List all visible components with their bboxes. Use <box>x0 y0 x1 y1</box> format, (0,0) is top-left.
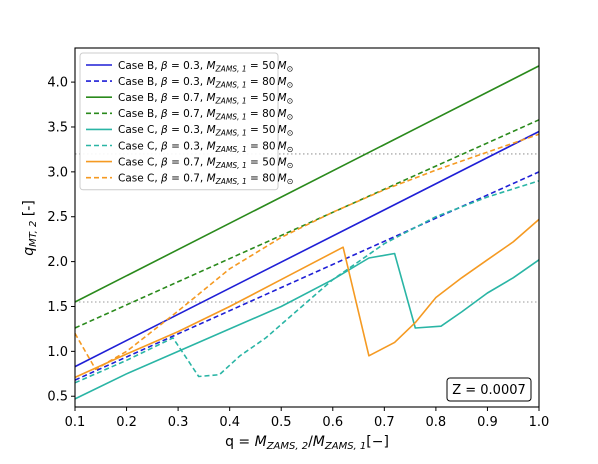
series-line-4 <box>74 119 540 329</box>
y-tick-label: 2.5 <box>47 210 68 225</box>
y-tick-label: 3.5 <box>47 120 68 135</box>
legend-label-8: Case C, β = 0.7, MZAMS, 1 = 80 M⊙ <box>118 173 293 187</box>
series-line-6 <box>74 180 540 384</box>
legend-label-5: Case C, β = 0.3, MZAMS, 1 = 50 M⊙ <box>118 124 293 138</box>
y-tick-label: 0.5 <box>47 390 68 405</box>
series-line-1 <box>74 130 540 368</box>
x-tick-label: 0.4 <box>219 415 240 430</box>
x-tick-label: 0.2 <box>116 415 137 430</box>
legend-frame <box>79 52 279 191</box>
legend-label-2: Case B, β = 0.3, MZAMS, 1 = 80 M⊙ <box>118 76 293 90</box>
y-tick-label: 2.0 <box>47 255 68 270</box>
y-tick-label: 1.5 <box>47 300 68 315</box>
metallicity-annotation-box: Z = 0.0007 <box>446 377 532 402</box>
x-tick-label: 0.7 <box>374 415 395 430</box>
x-tick-label: 1.0 <box>529 415 550 430</box>
series-line-2 <box>74 171 540 381</box>
series-lines <box>74 65 540 400</box>
x-axis-label: q = MZAMS, 2/MZAMS, 1[−] <box>225 434 389 452</box>
legend-label-1: Case B, β = 0.3, MZAMS, 1 = 50 M⊙ <box>118 60 293 74</box>
legend-label-3: Case B, β = 0.7, MZAMS, 1 = 50 M⊙ <box>118 92 293 106</box>
x-tick-label: 0.3 <box>168 415 189 430</box>
y-tick-label: 3.0 <box>47 165 68 180</box>
y-tick-label: 1.0 <box>47 345 68 360</box>
x-axis-ticks: 0.1 0.2 0.3 0.4 0.5 0.6 0.7 0.8 0.9 1.0 <box>65 407 550 430</box>
y-tick-label: 4.0 <box>47 76 68 91</box>
plot-area-frame <box>74 47 540 408</box>
x-tick-label: 0.6 <box>322 415 343 430</box>
legend-label-6: Case C, β = 0.3, MZAMS, 1 = 80 M⊙ <box>118 140 293 154</box>
series-line-3 <box>74 65 540 303</box>
annotation-frame <box>446 377 532 402</box>
y-axis-ticks: 0.5 1.0 1.5 2.0 2.5 3.0 3.5 4.0 <box>47 76 75 405</box>
series-line-8 <box>74 133 540 371</box>
x-tick-label: 0.5 <box>271 415 292 430</box>
annotation-text: Z = 0.0007 <box>452 383 526 398</box>
legend-label-4: Case B, β = 0.7, MZAMS, 1 = 80 M⊙ <box>118 108 293 122</box>
x-tick-label: 0.9 <box>477 415 498 430</box>
y-axis-label: qMT, 2 [-] <box>21 200 39 256</box>
legend: Case B, β = 0.3, MZAMS, 1 = 50 M⊙ Case B, … <box>79 52 293 191</box>
series-line-5 <box>74 252 540 400</box>
x-tick-label: 0.1 <box>65 415 86 430</box>
series-line-7 <box>74 218 540 379</box>
x-tick-label: 0.8 <box>426 415 447 430</box>
legend-label-7: Case C, β = 0.7, MZAMS, 1 = 50 M⊙ <box>118 156 293 170</box>
